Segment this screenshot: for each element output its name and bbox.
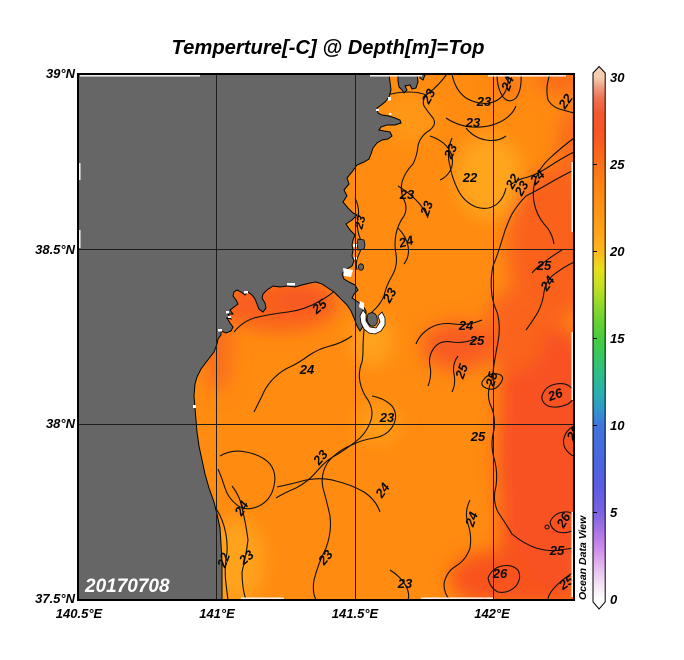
svg-text:23: 23 xyxy=(418,86,439,107)
svg-text:26: 26 xyxy=(553,510,574,532)
svg-text:25: 25 xyxy=(536,258,552,273)
svg-text:23: 23 xyxy=(511,178,532,200)
svg-text:24: 24 xyxy=(396,232,416,251)
svg-text:23: 23 xyxy=(397,576,413,591)
svg-text:20: 20 xyxy=(609,244,625,259)
svg-text:23: 23 xyxy=(476,94,492,109)
svg-text:23: 23 xyxy=(465,115,481,130)
svg-text:24: 24 xyxy=(498,73,518,93)
svg-text:24: 24 xyxy=(299,362,315,377)
svg-text:25: 25 xyxy=(549,543,565,558)
svg-text:26: 26 xyxy=(563,423,584,445)
svg-text:23: 23 xyxy=(417,198,437,218)
svg-text:142°E: 142°E xyxy=(474,606,510,621)
svg-text:24: 24 xyxy=(462,509,482,529)
svg-text:Ocean Data View: Ocean Data View xyxy=(577,515,589,600)
svg-text:20170708: 20170708 xyxy=(84,576,170,597)
svg-text:0: 0 xyxy=(610,592,618,607)
svg-text:23: 23 xyxy=(379,410,395,425)
svg-text:25: 25 xyxy=(469,333,485,348)
svg-text:22: 22 xyxy=(502,171,523,193)
svg-text:23: 23 xyxy=(440,141,460,162)
svg-text:24: 24 xyxy=(231,498,252,520)
svg-text:38.5°N: 38.5°N xyxy=(35,242,76,257)
svg-text:15: 15 xyxy=(610,331,625,346)
svg-text:22: 22 xyxy=(555,90,577,112)
svg-text:39°N: 39°N xyxy=(46,66,76,81)
svg-text:22: 22 xyxy=(214,550,234,570)
svg-text:38°N: 38°N xyxy=(46,416,76,431)
svg-text:140.5°E: 140.5°E xyxy=(56,606,103,621)
svg-text:25: 25 xyxy=(470,429,486,444)
svg-text:25: 25 xyxy=(609,157,625,172)
svg-text:23: 23 xyxy=(399,187,415,202)
svg-text:10: 10 xyxy=(610,418,625,433)
svg-text:37.5°N: 37.5°N xyxy=(35,591,76,606)
svg-text:141.5°E: 141.5°E xyxy=(332,606,379,621)
svg-text:26: 26 xyxy=(545,385,565,405)
svg-text:30: 30 xyxy=(610,70,625,85)
svg-text:26: 26 xyxy=(492,566,508,581)
svg-text:25: 25 xyxy=(482,369,501,389)
svg-text:24: 24 xyxy=(458,318,474,333)
svg-text:25: 25 xyxy=(452,361,472,381)
svg-text:Temperture[-C] @ Depth[m]=Top: Temperture[-C] @ Depth[m]=Top xyxy=(172,37,485,59)
svg-text:22: 22 xyxy=(462,170,478,185)
svg-text:23: 23 xyxy=(379,285,400,307)
svg-text:141°E: 141°E xyxy=(199,606,235,621)
svg-text:5: 5 xyxy=(610,505,618,520)
